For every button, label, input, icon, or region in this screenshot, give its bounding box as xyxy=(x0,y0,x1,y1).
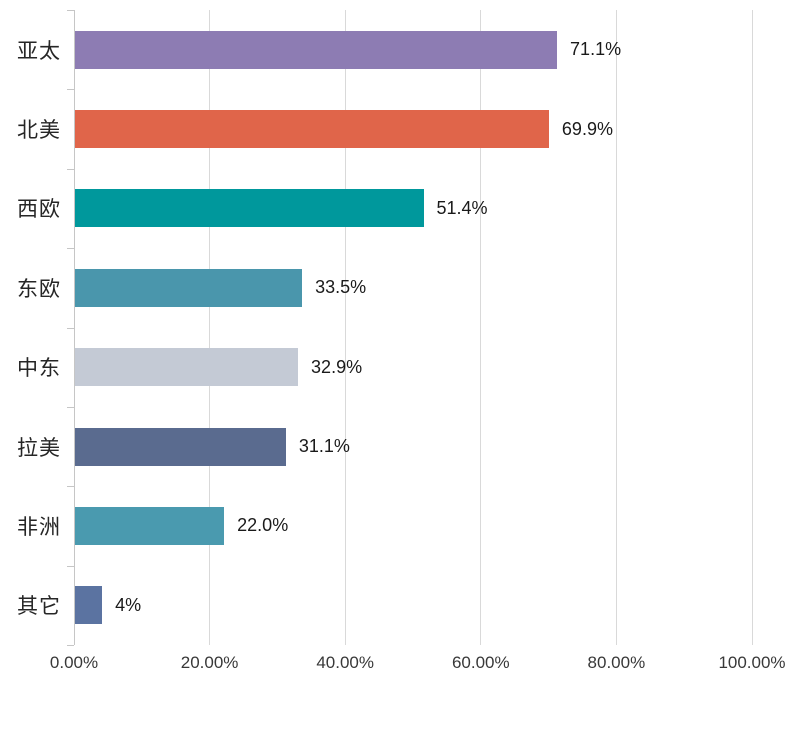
value-label: 71.1% xyxy=(570,39,622,60)
x-axis-tick-label: 40.00% xyxy=(316,653,375,672)
gridline xyxy=(344,10,346,645)
value-label: 51.4% xyxy=(436,197,488,218)
category-label: 拉美 xyxy=(17,436,61,460)
bar xyxy=(75,268,303,307)
bar xyxy=(75,30,558,69)
category-label: 中东 xyxy=(17,357,61,381)
y-axis-tick xyxy=(67,407,74,408)
y-axis-tick xyxy=(67,10,74,11)
plot-area: 亚太 71.1% 北美 69.9% 西欧 51.4% 东欧 33.5% 中东 32.9% 拉美 31.… xyxy=(17,10,786,672)
y-axis-tick xyxy=(67,645,74,646)
value-label: 22.0% xyxy=(237,515,289,536)
y-axis-tick xyxy=(67,486,74,487)
category-label: 西欧 xyxy=(17,198,61,222)
gridline xyxy=(615,10,617,645)
value-label: 31.1% xyxy=(298,436,350,457)
bar xyxy=(75,110,549,149)
gridline xyxy=(209,10,211,645)
x-axis-tick-label: 0.00% xyxy=(49,653,99,672)
value-label: 69.9% xyxy=(561,118,613,139)
bar xyxy=(75,427,286,466)
gridline xyxy=(480,10,482,645)
y-axis-line xyxy=(74,10,75,645)
bar xyxy=(75,348,299,387)
y-axis-tick xyxy=(67,248,74,249)
category-label: 其它 xyxy=(17,595,61,619)
bar xyxy=(75,506,225,545)
bar xyxy=(75,189,424,228)
category-label: 非洲 xyxy=(17,515,61,539)
y-axis-tick xyxy=(67,169,74,170)
value-label: 4% xyxy=(115,594,142,615)
x-axis-tick-label: 60.00% xyxy=(451,653,510,672)
value-label: 32.9% xyxy=(311,356,363,377)
category-label: 东欧 xyxy=(17,277,61,301)
y-axis-tick xyxy=(67,328,74,329)
x-axis-tick-label: 80.00% xyxy=(587,653,646,672)
y-axis-tick xyxy=(67,89,74,90)
value-label: 33.5% xyxy=(315,277,367,298)
x-axis-tick-label: 100.00% xyxy=(718,653,786,672)
bar xyxy=(75,586,103,625)
x-axis-tick-label: 20.00% xyxy=(180,653,239,672)
category-label: 亚太 xyxy=(17,39,61,63)
y-axis-tick xyxy=(67,566,74,567)
category-label: 北美 xyxy=(17,119,61,143)
gridline xyxy=(751,10,753,645)
